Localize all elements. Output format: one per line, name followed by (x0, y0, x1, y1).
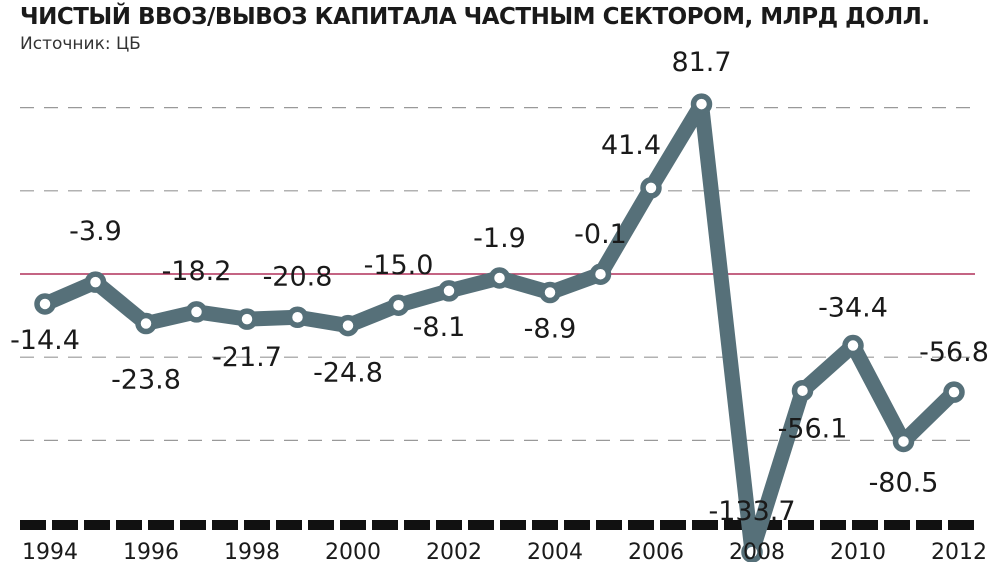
x-tick-label: 2010 (830, 540, 886, 562)
chart-title: ЧИСТЫЙ ВВОЗ/ВЫВОЗ КАПИТАЛА ЧАСТНЫМ СЕКТО… (20, 4, 930, 30)
data-label: 41.4 (601, 130, 661, 161)
data-label: -0.1 (574, 219, 627, 250)
data-label: -3.9 (69, 216, 122, 247)
data-point (589, 263, 612, 285)
data-point (690, 93, 713, 115)
x-tick-label: 1998 (224, 540, 280, 562)
data-point (791, 379, 814, 402)
data-label: -21.7 (212, 342, 282, 373)
data-label: -8.9 (524, 314, 577, 345)
data-label: -18.2 (162, 256, 232, 287)
data-point (387, 294, 410, 316)
data-label: -56.1 (778, 414, 848, 445)
x-tick-label: 2012 (931, 540, 987, 562)
data-point (488, 267, 511, 289)
data-point (84, 271, 107, 293)
data-point (892, 430, 915, 453)
x-tick-label: 1996 (123, 540, 179, 562)
x-tick-label: 2004 (527, 540, 583, 562)
data-label: -20.8 (263, 261, 333, 292)
x-tick-label: 2002 (426, 540, 482, 562)
data-point (943, 381, 965, 403)
data-point (135, 312, 157, 335)
data-point (337, 314, 359, 337)
data-point (842, 334, 864, 357)
data-point (34, 293, 56, 315)
data-point (640, 177, 662, 199)
data-point (741, 541, 763, 562)
x-tick-label: 1994 (22, 540, 78, 562)
data-label: -56.8 (919, 337, 989, 368)
data-label: -1.9 (473, 223, 526, 254)
data-point (286, 306, 309, 329)
x-tick-label: 2006 (628, 540, 684, 562)
x-tick-label: 2000 (325, 540, 381, 562)
data-label: -8.1 (413, 312, 466, 343)
chart-source: Источник: ЦБ (20, 34, 141, 54)
data-point (236, 308, 258, 330)
data-point (438, 280, 460, 302)
data-label: -80.5 (869, 467, 939, 498)
data-label: -24.8 (313, 358, 383, 389)
data-label: -34.4 (818, 293, 888, 324)
data-label: -15.0 (364, 250, 434, 281)
data-label: -133.7 (708, 496, 795, 527)
data-label: -14.4 (10, 325, 80, 356)
data-label: 81.7 (671, 47, 731, 78)
data-point (539, 281, 561, 304)
data-point (185, 301, 208, 323)
series-line (37, 96, 962, 560)
data-label: -23.8 (111, 365, 181, 396)
x-tick-label: 2008 (729, 540, 785, 562)
